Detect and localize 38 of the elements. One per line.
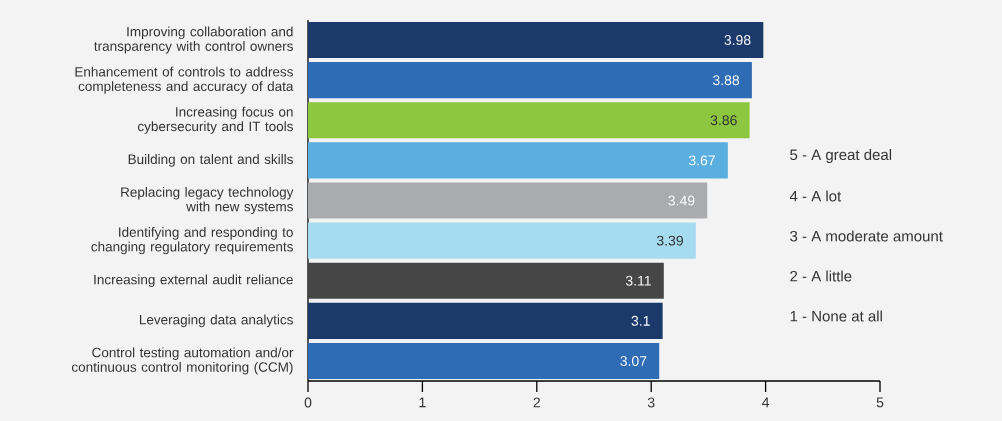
bar xyxy=(308,142,728,179)
bar xyxy=(308,342,660,379)
data-label: 3.67 xyxy=(688,155,715,166)
bar xyxy=(308,62,752,99)
data-label: 3.11 xyxy=(625,275,651,286)
data-label: 3.07 xyxy=(620,355,647,366)
bar xyxy=(308,102,750,139)
y-tick-label: Enhancement of controls to address completeness and accuracy of data xyxy=(75,66,294,94)
bar xyxy=(308,302,663,339)
bar xyxy=(308,262,664,299)
annotation: 4 - A lot xyxy=(789,190,842,202)
data-label: 3.98 xyxy=(724,35,751,46)
y-tick-label: Control testing automation and/or continuous control monitoring (CCM) xyxy=(71,347,294,375)
data-label: 3.49 xyxy=(668,195,695,206)
data-label: 3.86 xyxy=(710,115,737,126)
x-tick-label: 3 xyxy=(647,397,655,408)
x-tick-label: 2 xyxy=(533,397,540,408)
annotation: 3 - A moderate amount xyxy=(790,230,943,242)
data-label: 3.88 xyxy=(712,75,740,86)
x-tick-label: 5 xyxy=(876,397,884,408)
y-tick-label: Leveraging data analytics xyxy=(139,314,293,328)
y-tick-label: Increasing focus on cybersecurity and IT tools xyxy=(137,106,293,134)
bar xyxy=(308,222,696,259)
annotation: 2 - A little xyxy=(790,270,852,282)
annotation: 5 - A great deal xyxy=(790,149,892,163)
y-tick-label: Replacing legacy technology with new systems xyxy=(121,186,294,215)
bar xyxy=(308,182,708,219)
y-tick-label: Identifying and responding to changing regulatory requirements xyxy=(91,227,293,255)
bar xyxy=(308,22,764,59)
x-tick-label: 4 xyxy=(762,397,770,408)
data-label: 3.1 xyxy=(631,315,650,326)
y-tick-label: Increasing external audit reliance xyxy=(94,274,293,288)
x-tick-label: 1 xyxy=(419,397,426,408)
data-label: 3.39 xyxy=(656,235,683,246)
y-tick-label: Improving collaboration and transparency with control owners xyxy=(94,26,293,54)
x-tick-label: 0 xyxy=(304,397,312,408)
y-tick-label: Building on talent and skills xyxy=(128,154,293,167)
annotation: 1 - None at all xyxy=(790,310,882,322)
